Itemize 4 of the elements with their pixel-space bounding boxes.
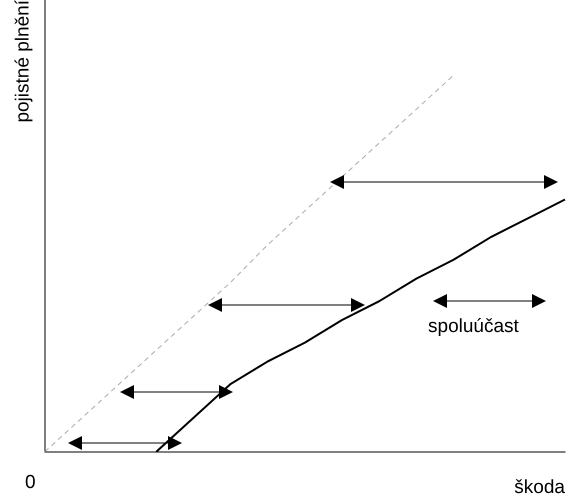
y-axis-title: pojistné plnění	[12, 0, 34, 123]
text: 0	[25, 472, 36, 494]
x-axis-title: škoda	[514, 476, 566, 498]
annotation: spoluúčast	[428, 316, 519, 338]
